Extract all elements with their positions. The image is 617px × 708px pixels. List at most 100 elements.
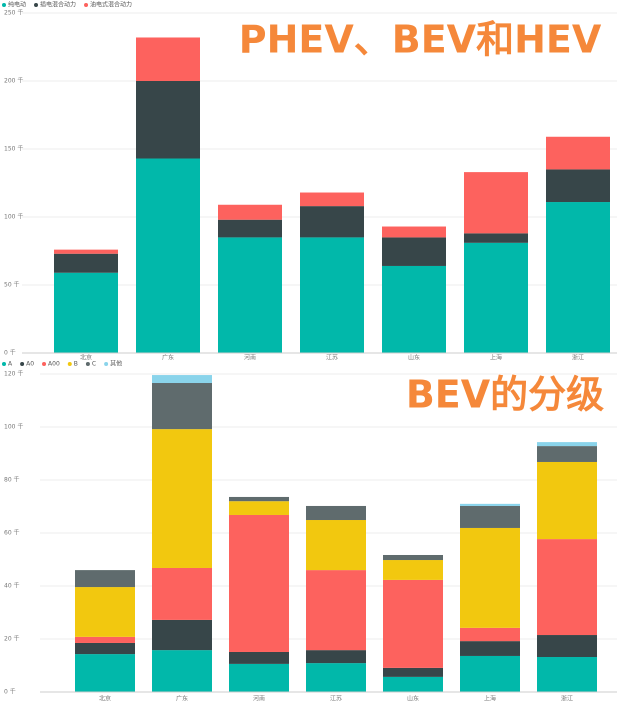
- x-tick-label: 北京: [80, 354, 92, 362]
- bar-segment: [136, 37, 200, 81]
- y-tick-label: 120 千: [4, 370, 23, 378]
- x-tick-label: 广东: [176, 695, 188, 703]
- bar-segment: [464, 172, 528, 234]
- bar-segment: [306, 650, 366, 664]
- bar-segment: [54, 253, 118, 273]
- y-tick-label: 20 千: [4, 635, 20, 643]
- x-tick-label: 上海: [490, 354, 502, 362]
- bar-segment: [152, 619, 212, 651]
- bar-segment: [300, 237, 364, 353]
- bar-segment: [383, 667, 443, 677]
- bar-segment: [136, 158, 200, 353]
- bar-segment: [537, 539, 597, 636]
- bar-segment: [152, 567, 212, 620]
- bar-segment: [464, 242, 528, 353]
- bar-segment: [460, 527, 520, 628]
- bar-segment: [229, 501, 289, 515]
- bar-segment: [218, 204, 282, 220]
- bar-segment: [382, 237, 446, 266]
- bar-segment: [229, 496, 289, 502]
- bar-segment: [136, 81, 200, 159]
- y-tick-label: 60 千: [4, 529, 20, 537]
- legend-label: 纯电动: [8, 1, 26, 9]
- bar-segment: [229, 663, 289, 692]
- x-tick-label: 江苏: [326, 354, 338, 362]
- bar-segment: [152, 650, 212, 692]
- legend-swatch: [34, 3, 39, 7]
- bar-segment: [537, 635, 597, 658]
- x-tick-label: 浙江: [561, 695, 573, 703]
- bar-segment: [229, 651, 289, 664]
- bar-segment: [383, 676, 443, 692]
- bar-segment: [537, 446, 597, 462]
- x-tick-label: 上海: [484, 695, 496, 703]
- y-tick-label: 80 千: [4, 476, 20, 484]
- bar-segment: [75, 587, 135, 637]
- bar-segment: [383, 560, 443, 580]
- y-tick-label: 100 千: [4, 213, 23, 221]
- bar-segment: [306, 570, 366, 651]
- bar-segment: [300, 206, 364, 238]
- bar-segment: [218, 219, 282, 238]
- x-tick-label: 山东: [407, 695, 419, 703]
- bar-segment: [537, 461, 597, 540]
- y-tick-label: 100 千: [4, 423, 23, 431]
- bar-segment: [464, 233, 528, 243]
- y-tick-label: 0 千: [4, 349, 16, 357]
- bar-segment: [75, 642, 135, 655]
- x-tick-label: 河南: [244, 354, 256, 362]
- bar-segment: [152, 429, 212, 568]
- bar-segment: [54, 249, 118, 254]
- bar-segment: [460, 627, 520, 642]
- bar-segment: [382, 226, 446, 238]
- annotation: BEV的分级: [406, 373, 604, 417]
- y-tick-label: 50 千: [4, 281, 20, 289]
- x-tick-label: 浙江: [572, 354, 584, 362]
- legend-swatch: [85, 362, 90, 366]
- x-tick-label: 山东: [408, 354, 420, 362]
- legend-swatch: [104, 362, 109, 366]
- bar-segment: [152, 383, 212, 430]
- bar-segment: [306, 520, 366, 571]
- bar-segment: [306, 505, 366, 521]
- x-tick-label: 北京: [99, 695, 111, 703]
- bar-segment: [537, 657, 597, 692]
- bar-segment: [75, 636, 135, 643]
- bar-segment: [75, 654, 135, 692]
- legend-label: A00: [48, 361, 60, 368]
- y-tick-label: 0 千: [4, 688, 16, 696]
- legend-label: 油电式混合动力: [90, 1, 132, 9]
- annotation: PHEV、BEV和HEV: [239, 18, 602, 62]
- legend-label: A0: [26, 361, 34, 368]
- legend-swatch: [2, 3, 6, 7]
- bar-segment: [382, 265, 446, 353]
- x-tick-label: 河南: [253, 695, 265, 703]
- bar-segment: [546, 202, 610, 353]
- bar-segment: [152, 375, 212, 384]
- bar-segment: [54, 272, 118, 353]
- bar-segment: [537, 442, 597, 447]
- bar-segment: [75, 570, 135, 588]
- legend-label: B: [74, 361, 78, 368]
- y-tick-label: 200 千: [4, 77, 23, 85]
- x-tick-label: 广东: [162, 354, 174, 362]
- bar-segment: [218, 237, 282, 353]
- bar-segment: [460, 655, 520, 692]
- bar-segment: [300, 192, 364, 207]
- x-tick-label: 江苏: [330, 695, 342, 703]
- bar-segment: [546, 169, 610, 203]
- y-tick-label: 150 千: [4, 145, 23, 153]
- legend-swatch: [20, 362, 25, 366]
- legend-label: 插电混合动力: [40, 1, 76, 9]
- bar-segment: [383, 554, 443, 561]
- legend-swatch: [84, 3, 89, 7]
- legend-swatch: [2, 362, 6, 366]
- legend-swatch: [67, 362, 72, 366]
- y-tick-label: 250 千: [4, 9, 23, 17]
- bar-segment: [460, 503, 520, 506]
- bar-segment: [383, 579, 443, 668]
- y-tick-label: 40 千: [4, 582, 20, 590]
- legend-label: C: [92, 361, 96, 368]
- legend-label: A: [8, 361, 13, 368]
